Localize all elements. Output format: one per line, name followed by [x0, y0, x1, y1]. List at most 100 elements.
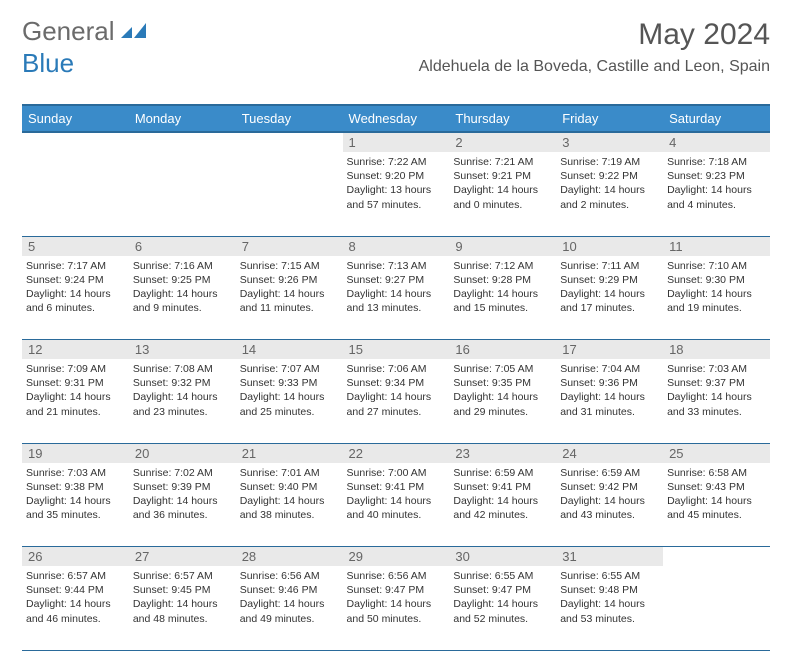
day-content-row: Sunrise: 7:03 AMSunset: 9:38 PMDaylight:… — [22, 463, 770, 547]
day-number: 20 — [129, 443, 236, 463]
daynum-row: 262728293031 — [22, 547, 770, 567]
day-number: 5 — [22, 236, 129, 256]
logo-text-blue: Blue — [22, 48, 74, 78]
sunset-text: Sunset: 9:27 PM — [347, 273, 446, 287]
sunrise-text: Sunrise: 6:59 AM — [560, 466, 659, 480]
day-cell-text: Sunrise: 7:10 AMSunset: 9:30 PMDaylight:… — [667, 259, 766, 316]
day-cell-text: Sunrise: 6:55 AMSunset: 9:48 PMDaylight:… — [560, 569, 659, 626]
sunset-text: Sunset: 9:30 PM — [667, 273, 766, 287]
daylight-text: Daylight: 14 hours and 45 minutes. — [667, 494, 766, 522]
day-cell-text: Sunrise: 7:04 AMSunset: 9:36 PMDaylight:… — [560, 362, 659, 419]
day-cell: Sunrise: 7:15 AMSunset: 9:26 PMDaylight:… — [236, 256, 343, 340]
sunrise-text: Sunrise: 7:22 AM — [347, 155, 446, 169]
day-cell-text: Sunrise: 7:11 AMSunset: 9:29 PMDaylight:… — [560, 259, 659, 316]
day-cell: Sunrise: 7:22 AMSunset: 9:20 PMDaylight:… — [343, 152, 450, 236]
day-cell: Sunrise: 7:12 AMSunset: 9:28 PMDaylight:… — [449, 256, 556, 340]
day-cell: Sunrise: 6:58 AMSunset: 9:43 PMDaylight:… — [663, 463, 770, 547]
day-number: 1 — [343, 132, 450, 152]
sunset-text: Sunset: 9:34 PM — [347, 376, 446, 390]
sunset-text: Sunset: 9:37 PM — [667, 376, 766, 390]
daynum-row: 567891011 — [22, 236, 770, 256]
day-number: 25 — [663, 443, 770, 463]
logo-icon — [121, 20, 147, 45]
day-number: 12 — [22, 340, 129, 360]
day-cell: Sunrise: 7:08 AMSunset: 9:32 PMDaylight:… — [129, 359, 236, 443]
sunset-text: Sunset: 9:35 PM — [453, 376, 552, 390]
sunrise-text: Sunrise: 7:13 AM — [347, 259, 446, 273]
daylight-text: Daylight: 14 hours and 31 minutes. — [560, 390, 659, 418]
day-cell-text: Sunrise: 7:00 AMSunset: 9:41 PMDaylight:… — [347, 466, 446, 523]
sunset-text: Sunset: 9:41 PM — [453, 480, 552, 494]
daylight-text: Daylight: 14 hours and 38 minutes. — [240, 494, 339, 522]
logo-sub: Blue — [22, 48, 74, 79]
sunrise-text: Sunrise: 7:12 AM — [453, 259, 552, 273]
sunrise-text: Sunrise: 7:17 AM — [26, 259, 125, 273]
sunset-text: Sunset: 9:48 PM — [560, 583, 659, 597]
daylight-text: Daylight: 14 hours and 33 minutes. — [667, 390, 766, 418]
day-number: 18 — [663, 340, 770, 360]
day-cell-text: Sunrise: 7:03 AMSunset: 9:38 PMDaylight:… — [26, 466, 125, 523]
day-cell-text: Sunrise: 7:17 AMSunset: 9:24 PMDaylight:… — [26, 259, 125, 316]
daylight-text: Daylight: 14 hours and 25 minutes. — [240, 390, 339, 418]
day-number — [236, 132, 343, 152]
sunrise-text: Sunrise: 7:08 AM — [133, 362, 232, 376]
day-cell-text: Sunrise: 6:59 AMSunset: 9:41 PMDaylight:… — [453, 466, 552, 523]
day-cell: Sunrise: 7:17 AMSunset: 9:24 PMDaylight:… — [22, 256, 129, 340]
sunset-text: Sunset: 9:43 PM — [667, 480, 766, 494]
daynum-row: 19202122232425 — [22, 443, 770, 463]
day-cell: Sunrise: 7:05 AMSunset: 9:35 PMDaylight:… — [449, 359, 556, 443]
day-number: 31 — [556, 547, 663, 567]
sunset-text: Sunset: 9:41 PM — [347, 480, 446, 494]
sunset-text: Sunset: 9:47 PM — [347, 583, 446, 597]
sunset-text: Sunset: 9:33 PM — [240, 376, 339, 390]
sunrise-text: Sunrise: 7:00 AM — [347, 466, 446, 480]
day-number: 6 — [129, 236, 236, 256]
daynum-row: 12131415161718 — [22, 340, 770, 360]
day-number: 30 — [449, 547, 556, 567]
sunrise-text: Sunrise: 7:06 AM — [347, 362, 446, 376]
day-cell: Sunrise: 7:21 AMSunset: 9:21 PMDaylight:… — [449, 152, 556, 236]
day-cell: Sunrise: 6:55 AMSunset: 9:48 PMDaylight:… — [556, 566, 663, 650]
sunset-text: Sunset: 9:42 PM — [560, 480, 659, 494]
daylight-text: Daylight: 14 hours and 27 minutes. — [347, 390, 446, 418]
sunrise-text: Sunrise: 7:09 AM — [26, 362, 125, 376]
weekday-header: Tuesday — [236, 105, 343, 132]
daylight-text: Daylight: 14 hours and 13 minutes. — [347, 287, 446, 315]
sunset-text: Sunset: 9:31 PM — [26, 376, 125, 390]
day-number: 10 — [556, 236, 663, 256]
day-cell: Sunrise: 7:10 AMSunset: 9:30 PMDaylight:… — [663, 256, 770, 340]
sunrise-text: Sunrise: 7:01 AM — [240, 466, 339, 480]
sunset-text: Sunset: 9:20 PM — [347, 169, 446, 183]
day-number — [22, 132, 129, 152]
sunrise-text: Sunrise: 6:55 AM — [560, 569, 659, 583]
day-cell: Sunrise: 7:07 AMSunset: 9:33 PMDaylight:… — [236, 359, 343, 443]
day-cell-text: Sunrise: 7:18 AMSunset: 9:23 PMDaylight:… — [667, 155, 766, 212]
day-number: 15 — [343, 340, 450, 360]
sunset-text: Sunset: 9:40 PM — [240, 480, 339, 494]
day-cell — [22, 152, 129, 236]
weekday-header-row: Sunday Monday Tuesday Wednesday Thursday… — [22, 105, 770, 132]
sunrise-text: Sunrise: 6:57 AM — [133, 569, 232, 583]
title-block: May 2024 Aldehuela de la Boveda, Castill… — [419, 18, 770, 76]
daylight-text: Daylight: 14 hours and 42 minutes. — [453, 494, 552, 522]
sunset-text: Sunset: 9:23 PM — [667, 169, 766, 183]
day-cell-text: Sunrise: 7:16 AMSunset: 9:25 PMDaylight:… — [133, 259, 232, 316]
sunset-text: Sunset: 9:25 PM — [133, 273, 232, 287]
day-number: 4 — [663, 132, 770, 152]
day-cell-text: Sunrise: 6:56 AMSunset: 9:46 PMDaylight:… — [240, 569, 339, 626]
day-cell: Sunrise: 7:11 AMSunset: 9:29 PMDaylight:… — [556, 256, 663, 340]
day-content-row: Sunrise: 6:57 AMSunset: 9:44 PMDaylight:… — [22, 566, 770, 650]
day-cell — [129, 152, 236, 236]
day-cell-text: Sunrise: 6:57 AMSunset: 9:44 PMDaylight:… — [26, 569, 125, 626]
weekday-header: Thursday — [449, 105, 556, 132]
day-number: 24 — [556, 443, 663, 463]
day-number: 13 — [129, 340, 236, 360]
sunrise-text: Sunrise: 7:19 AM — [560, 155, 659, 169]
sunrise-text: Sunrise: 7:21 AM — [453, 155, 552, 169]
day-cell: Sunrise: 6:59 AMSunset: 9:41 PMDaylight:… — [449, 463, 556, 547]
daylight-text: Daylight: 14 hours and 19 minutes. — [667, 287, 766, 315]
sunrise-text: Sunrise: 7:16 AM — [133, 259, 232, 273]
daylight-text: Daylight: 14 hours and 43 minutes. — [560, 494, 659, 522]
weekday-header: Wednesday — [343, 105, 450, 132]
daylight-text: Daylight: 14 hours and 15 minutes. — [453, 287, 552, 315]
